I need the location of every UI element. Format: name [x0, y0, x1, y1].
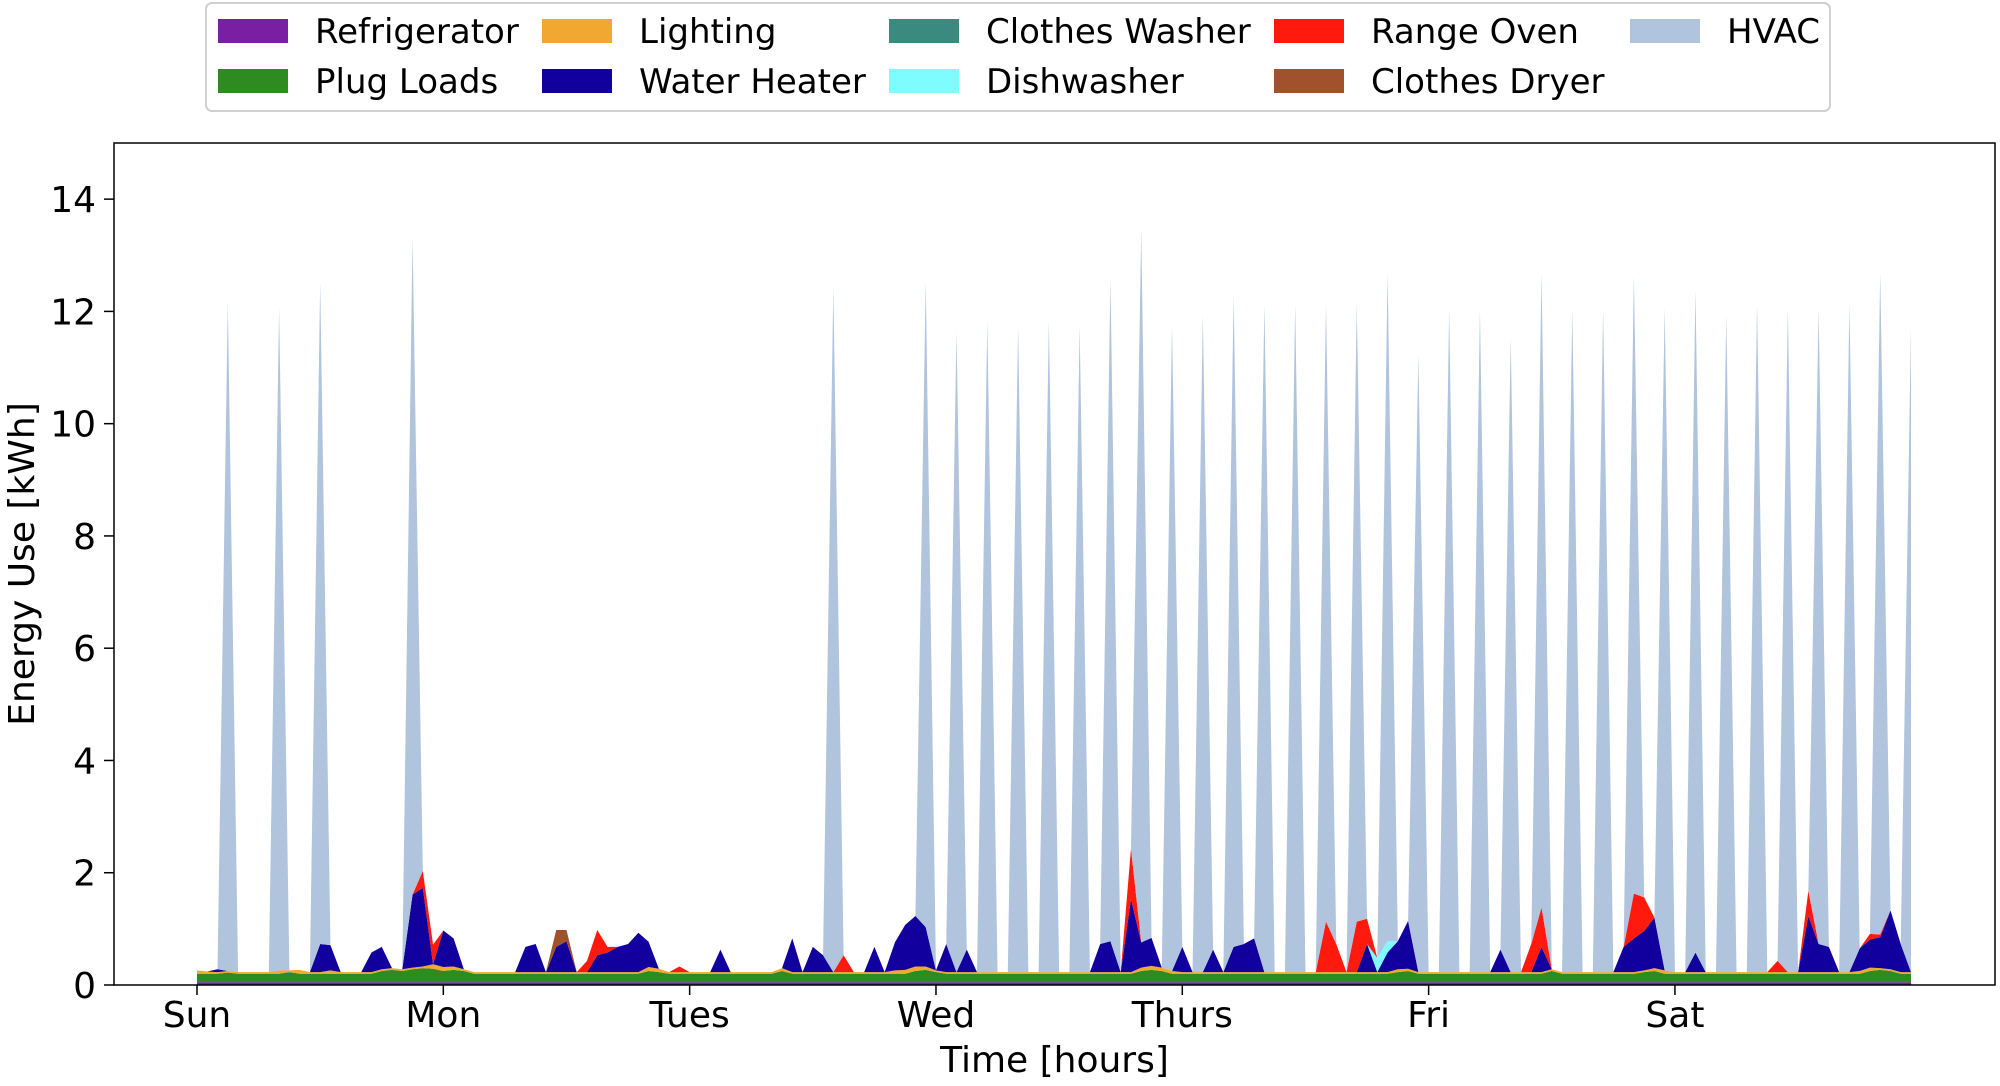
y-tick-label: 10 [50, 405, 96, 446]
legend-label-refrigerator: Refrigerator [315, 12, 519, 52]
area-lighting [197, 964, 1911, 974]
y-tick-label: 0 [73, 966, 96, 1007]
legend-swatch-dishwasher [889, 69, 959, 93]
legend-label-clothes-washer: Clothes Washer [986, 12, 1251, 52]
legend-swatch-plug-loads [218, 69, 288, 93]
legend-swatch-refrigerator [218, 19, 288, 43]
legend-label-water-heater: Water Heater [639, 62, 866, 102]
x-tick-label: Thurs [1131, 995, 1233, 1036]
x-tick-label: Sat [1645, 995, 1704, 1036]
plot-frame [113, 142, 1996, 986]
legend-label-clothes-dryer: Clothes Dryer [1371, 62, 1605, 102]
x-tick-label: Fri [1407, 995, 1450, 1036]
y-tick-label: 2 [73, 854, 96, 895]
x-tick-label: Mon [405, 995, 481, 1036]
y-tick-label: 6 [73, 629, 96, 670]
legend: Refrigerator Plug Loads Lighting Water Heat… [205, 2, 1831, 112]
y-tick-label: 14 [50, 180, 96, 221]
y-axis-label: Energy Use [kWh] [2, 402, 43, 726]
x-axis-label: Time [hours] [939, 1040, 1169, 1081]
legend-label-hvac: HVAC [1727, 12, 1820, 52]
area-hvac [197, 229, 1911, 973]
legend-swatch-range-oven [1274, 19, 1344, 43]
y-tick-label: 12 [50, 292, 96, 333]
legend-label-dishwasher: Dishwasher [986, 62, 1184, 102]
x-tick-label: Wed [897, 995, 976, 1036]
y-tick-label: 8 [73, 517, 96, 558]
legend-label-lighting: Lighting [639, 12, 776, 52]
area-plug-loads [197, 968, 1911, 983]
x-tick-label: Sun [163, 995, 231, 1036]
legend-swatch-hvac [1630, 19, 1700, 43]
area-water-heater [197, 887, 1911, 973]
legend-swatch-water-heater [542, 69, 612, 93]
x-tick-label: Tues [649, 995, 730, 1036]
legend-swatch-clothes-dryer [1274, 69, 1344, 93]
legend-swatch-lighting [542, 19, 612, 43]
legend-label-range-oven: Range Oven [1371, 12, 1579, 52]
legend-swatch-clothes-washer [889, 19, 959, 43]
legend-label-plug-loads: Plug Loads [315, 62, 498, 102]
y-tick-label: 4 [73, 741, 96, 782]
